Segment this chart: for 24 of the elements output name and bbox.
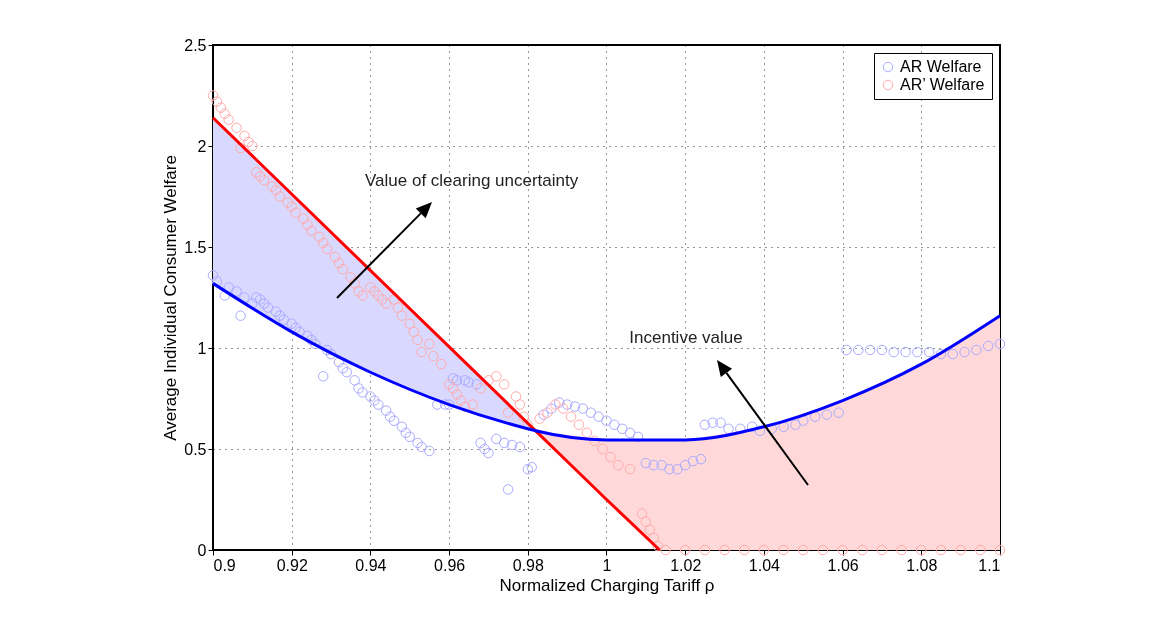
y-axis-title: Average Individual Consumer Welfare bbox=[161, 155, 181, 441]
x-tick-label: 1.04 bbox=[748, 556, 781, 574]
y-tick-label: 2.5 bbox=[184, 36, 207, 54]
y-tick-label: 0 bbox=[197, 541, 207, 559]
x-tick-label: 0.9 bbox=[213, 556, 236, 574]
annotation: Incentive value bbox=[629, 328, 743, 347]
x-axis-title: Normalized Charging Tariff ρ bbox=[499, 575, 715, 595]
x-tick-label: 1 bbox=[602, 556, 612, 574]
x-tick-label: 1.06 bbox=[827, 556, 859, 574]
x-tick-label: 0.92 bbox=[276, 556, 308, 574]
x-tick-label: 1.02 bbox=[670, 556, 702, 574]
line-series bbox=[211, 281, 1002, 442]
y-tick-label: 0.5 bbox=[184, 440, 207, 458]
legend-label: AR’ Welfare bbox=[900, 76, 985, 93]
y-tick-label: 2 bbox=[197, 137, 207, 155]
legend-label: AR Welfare bbox=[900, 58, 982, 75]
y-tick-label: 1 bbox=[197, 339, 207, 357]
x-tick-label: 0.96 bbox=[434, 556, 466, 574]
x-tick-label: 1.1 bbox=[978, 556, 1001, 574]
annotation: Value of clearing uncertainty bbox=[365, 171, 579, 190]
x-tick-label: 1.08 bbox=[906, 556, 938, 574]
x-tick-label: 0.98 bbox=[512, 556, 544, 574]
x-tick-label: 0.94 bbox=[355, 556, 387, 574]
y-tick-label: 1.5 bbox=[184, 238, 207, 256]
